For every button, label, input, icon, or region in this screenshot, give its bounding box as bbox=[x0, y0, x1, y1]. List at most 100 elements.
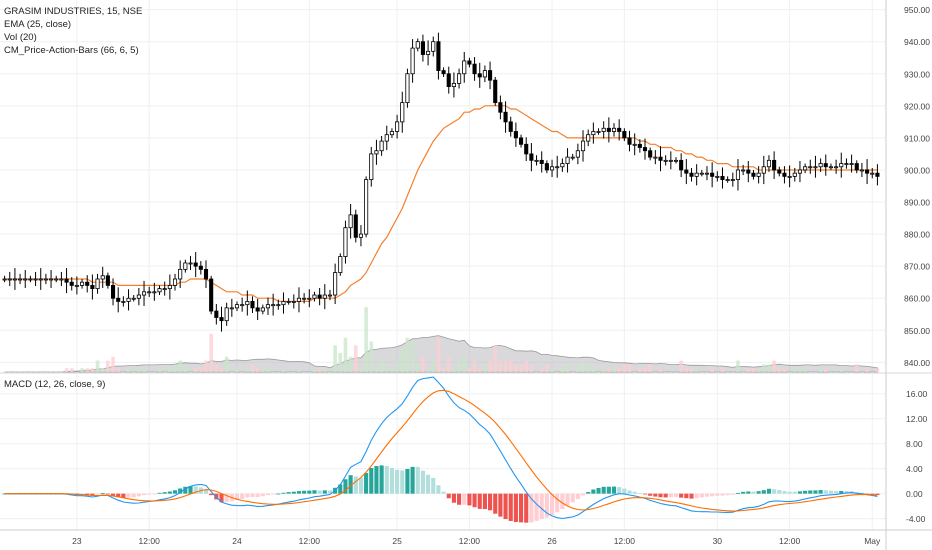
candle-body bbox=[219, 317, 224, 322]
macd-histogram-bar bbox=[601, 486, 606, 494]
macd-histogram-bar bbox=[549, 493, 555, 515]
ema-path bbox=[4, 105, 878, 302]
macd-histogram-bar bbox=[410, 466, 415, 494]
candle-body bbox=[80, 281, 85, 286]
volume-bar bbox=[834, 372, 838, 373]
macd-histogram-bar bbox=[632, 491, 637, 494]
candle bbox=[126, 289, 131, 311]
macd-histogram-bar bbox=[642, 493, 648, 495]
candle bbox=[33, 271, 38, 287]
macd-histogram-bar bbox=[735, 493, 741, 494]
candle bbox=[658, 146, 663, 172]
volume-bar bbox=[137, 368, 141, 372]
candle bbox=[369, 146, 374, 187]
candle bbox=[178, 260, 183, 288]
volume-bar bbox=[266, 368, 270, 372]
candle bbox=[622, 128, 627, 142]
candle-body bbox=[580, 140, 586, 152]
candle-body bbox=[735, 169, 741, 180]
macd-histogram-bar bbox=[808, 490, 813, 494]
macd-histogram-bar bbox=[720, 493, 725, 496]
candle-body bbox=[178, 268, 183, 280]
volume-bar bbox=[519, 364, 523, 372]
macd-histogram-bar bbox=[131, 493, 136, 498]
volume-bar bbox=[152, 372, 157, 373]
candle bbox=[741, 164, 746, 176]
volume-bar bbox=[121, 372, 126, 373]
candle-body bbox=[622, 131, 627, 139]
macd-histogram-bar bbox=[493, 493, 498, 514]
candle bbox=[570, 153, 575, 161]
candle bbox=[343, 220, 348, 264]
macd-histogram-bar bbox=[364, 472, 369, 494]
volume-bar bbox=[477, 368, 482, 372]
volume-bar bbox=[643, 368, 647, 372]
candle-body bbox=[834, 166, 839, 169]
candle-body bbox=[679, 159, 684, 171]
macd-histogram-bar bbox=[658, 493, 663, 498]
macd-histogram-bar bbox=[172, 490, 178, 494]
macd-histogram-bar bbox=[725, 493, 730, 496]
candle-body bbox=[710, 172, 715, 177]
volume-bar bbox=[638, 368, 642, 372]
volume-bar bbox=[214, 364, 219, 372]
macd-histogram-bar bbox=[2, 493, 7, 495]
macd-histogram-bar bbox=[426, 474, 431, 494]
macd-histogram-bar bbox=[178, 488, 183, 494]
macd-histogram-bar bbox=[870, 493, 875, 495]
candle bbox=[193, 252, 198, 278]
candle-body bbox=[575, 150, 580, 158]
candle-body bbox=[126, 297, 131, 302]
macd-legend: MACD (12, 26, close, 9) bbox=[4, 379, 106, 390]
candle-body bbox=[596, 131, 601, 133]
macd-histogram-bar bbox=[544, 493, 549, 518]
macd-histogram-bar bbox=[286, 492, 291, 494]
volume-bar bbox=[457, 360, 461, 372]
candle-body bbox=[18, 278, 23, 281]
macd-histogram-bar bbox=[457, 493, 462, 505]
volume-bar bbox=[679, 360, 683, 372]
candle bbox=[152, 282, 157, 301]
candle-body bbox=[198, 265, 203, 270]
macd-histogram-bar bbox=[276, 493, 281, 495]
macd-histogram-bar bbox=[121, 493, 126, 498]
candle-body bbox=[436, 41, 441, 71]
candle-body bbox=[601, 127, 606, 132]
volume-bar bbox=[756, 368, 761, 372]
volume-bar bbox=[632, 372, 637, 373]
macd-histogram-bar bbox=[374, 466, 379, 494]
candle-body bbox=[54, 278, 59, 281]
volume-bar bbox=[261, 368, 265, 372]
volume-bar bbox=[751, 368, 756, 372]
volume-bar bbox=[64, 368, 69, 372]
vol-legend: Vol (20) bbox=[4, 32, 37, 43]
macd-histogram-bar bbox=[234, 493, 240, 501]
volume-bar bbox=[596, 372, 601, 373]
candle bbox=[482, 65, 487, 83]
candle-body bbox=[849, 163, 854, 165]
candle-body bbox=[307, 297, 312, 300]
macd-histogram-bar bbox=[395, 469, 400, 494]
candle bbox=[488, 61, 493, 90]
candle bbox=[730, 172, 735, 187]
price-tick-label: 900.00 bbox=[904, 165, 930, 175]
volume-bar bbox=[426, 368, 430, 372]
volume-bar bbox=[348, 356, 353, 372]
volume-bar bbox=[85, 368, 90, 372]
symbol-title: GRASIM INDUSTRIES, 15, NSE bbox=[4, 6, 143, 17]
candle-body bbox=[751, 172, 756, 177]
candle-body bbox=[529, 153, 534, 161]
candle-body bbox=[653, 156, 658, 159]
macd-histogram-bar bbox=[136, 493, 141, 497]
macd-histogram-bar bbox=[110, 493, 116, 496]
macd-histogram-bar bbox=[534, 493, 539, 521]
macd-histogram-bar bbox=[539, 493, 544, 520]
candle bbox=[797, 160, 802, 183]
volume-bar bbox=[199, 368, 203, 372]
macd-histogram-bar bbox=[684, 493, 689, 499]
volume-bar bbox=[379, 360, 384, 372]
candle-body bbox=[379, 140, 384, 152]
volume-bar bbox=[307, 372, 312, 373]
candle-body bbox=[684, 169, 689, 174]
